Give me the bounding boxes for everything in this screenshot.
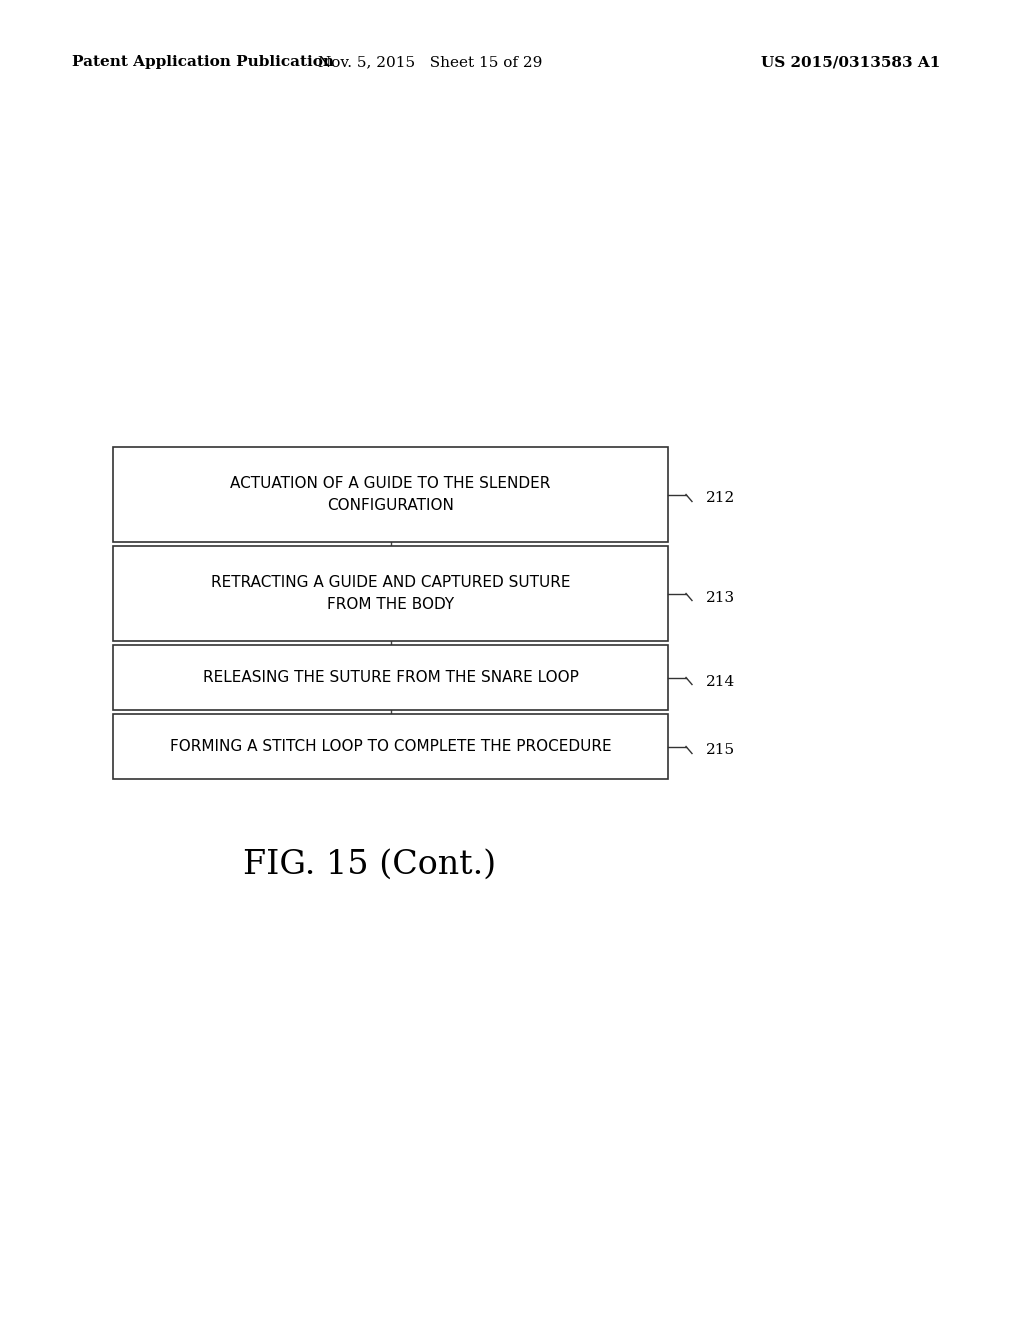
Text: RELEASING THE SUTURE FROM THE SNARE LOOP: RELEASING THE SUTURE FROM THE SNARE LOOP (203, 671, 579, 685)
Text: FORMING A STITCH LOOP TO COMPLETE THE PROCEDURE: FORMING A STITCH LOOP TO COMPLETE THE PR… (170, 739, 611, 754)
Text: FIG. 15 (Cont.): FIG. 15 (Cont.) (244, 849, 497, 880)
Text: 212: 212 (706, 491, 735, 506)
Text: ACTUATION OF A GUIDE TO THE SLENDER
CONFIGURATION: ACTUATION OF A GUIDE TO THE SLENDER CONF… (230, 477, 551, 513)
Text: Patent Application Publication: Patent Application Publication (72, 55, 334, 69)
Text: 215: 215 (706, 743, 735, 758)
Text: 214: 214 (706, 675, 735, 689)
Text: Nov. 5, 2015   Sheet 15 of 29: Nov. 5, 2015 Sheet 15 of 29 (317, 55, 542, 69)
Bar (113, 546, 668, 642)
Text: RETRACTING A GUIDE AND CAPTURED SUTURE
FROM THE BODY: RETRACTING A GUIDE AND CAPTURED SUTURE F… (211, 576, 570, 612)
Bar (113, 447, 668, 543)
Text: US 2015/0313583 A1: US 2015/0313583 A1 (761, 55, 940, 69)
Bar (113, 714, 668, 779)
Text: 213: 213 (706, 590, 735, 605)
Bar (113, 645, 668, 710)
